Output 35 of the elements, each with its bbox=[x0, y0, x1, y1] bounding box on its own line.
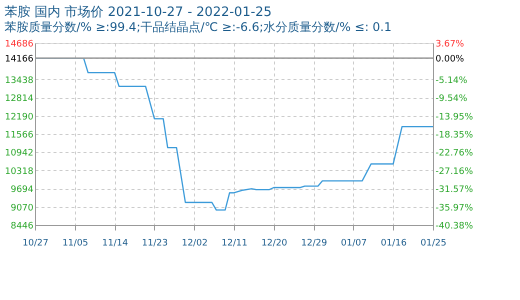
chart-subtitle: 苯胺质量分数/% ≥:99.4;干品结晶点/℃ ≥:-6.6;水分质量分数/% ≤: 0.1 bbox=[4, 20, 392, 34]
y2-tick-label: -18.35% bbox=[436, 130, 474, 140]
y2-tick-label: -35.97% bbox=[436, 203, 474, 214]
x-tick-label: 01/07 bbox=[340, 238, 367, 248]
y2-tick-label: -13.95% bbox=[436, 112, 474, 122]
y2-tick-label: -40.38% bbox=[436, 222, 474, 232]
x-tick-label: 12/20 bbox=[261, 238, 288, 248]
y2-tick-label: -27.16% bbox=[436, 166, 474, 177]
y-tick-label: 14686 bbox=[4, 40, 34, 50]
x-tick-label: 12/11 bbox=[222, 238, 248, 248]
x-tick-label: 10/27 bbox=[22, 238, 48, 248]
x-tick-label: 12/02 bbox=[182, 238, 208, 248]
x-tick-label: 12/29 bbox=[301, 238, 328, 248]
y2-tick-label: 3.67% bbox=[436, 40, 465, 50]
y-tick-label: 9694 bbox=[10, 185, 34, 196]
y-tick-label: 12814 bbox=[4, 94, 34, 104]
x-tick-label: 01/25 bbox=[420, 238, 446, 248]
y-tick-label: 10318 bbox=[4, 166, 34, 177]
y-tick-label: 12190 bbox=[4, 112, 34, 122]
x-tick-label: 11/05 bbox=[62, 238, 88, 248]
x-tick-label: 11/14 bbox=[102, 238, 128, 248]
y-tick-label: 8446 bbox=[10, 222, 34, 232]
x-tick-label: 11/23 bbox=[142, 238, 168, 248]
y2-tick-label: -31.57% bbox=[436, 185, 474, 196]
y2-tick-label: -22.76% bbox=[436, 148, 474, 159]
y-tick-label: 13438 bbox=[4, 76, 34, 86]
y-tick-label: 11566 bbox=[4, 130, 34, 140]
y-tick-label: 14166 bbox=[4, 54, 34, 65]
y2-tick-label: 0.00% bbox=[436, 54, 465, 65]
y2-tick-label: -5.14% bbox=[436, 76, 468, 86]
chart-title: 苯胺 国内 市场价 2021-10-27 - 2022-01-25 bbox=[4, 5, 272, 20]
y-tick-label: 10942 bbox=[4, 148, 34, 159]
y2-tick-label: -9.54% bbox=[436, 94, 468, 104]
x-tick-label: 01/16 bbox=[380, 238, 407, 248]
y-tick-label: 9070 bbox=[10, 203, 34, 214]
